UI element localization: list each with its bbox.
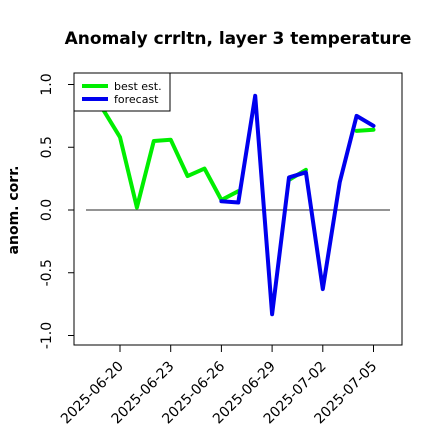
legend-box: [73, 72, 171, 112]
y-axis: -1.0 -0.5 0.0 0.5 1.0: [39, 73, 74, 349]
legend: best est.forecast: [73, 72, 171, 112]
series-line-best-est: [354, 127, 376, 133]
legend-label: best est.: [114, 80, 162, 93]
series-line-best-est: [101, 107, 241, 210]
legend-label: forecast: [114, 93, 159, 106]
series-line-forecast: [219, 93, 376, 317]
x-axis: 2025-06-202025-06-232025-06-262025-06-29…: [58, 345, 380, 427]
y-tick-label: 0.0: [39, 199, 55, 221]
y-tick-label: -1.0: [39, 322, 55, 349]
y-tick-label: 0.5: [39, 136, 55, 158]
chart-title: Anomaly crrltn, layer 3 temperature: [65, 29, 412, 49]
series-layer: [101, 93, 376, 317]
plot-frame: [73, 72, 403, 346]
y-tick-label: 1.0: [39, 73, 55, 95]
y-axis-label: anom. corr.: [6, 166, 22, 255]
y-tick-label: -0.5: [39, 259, 55, 286]
